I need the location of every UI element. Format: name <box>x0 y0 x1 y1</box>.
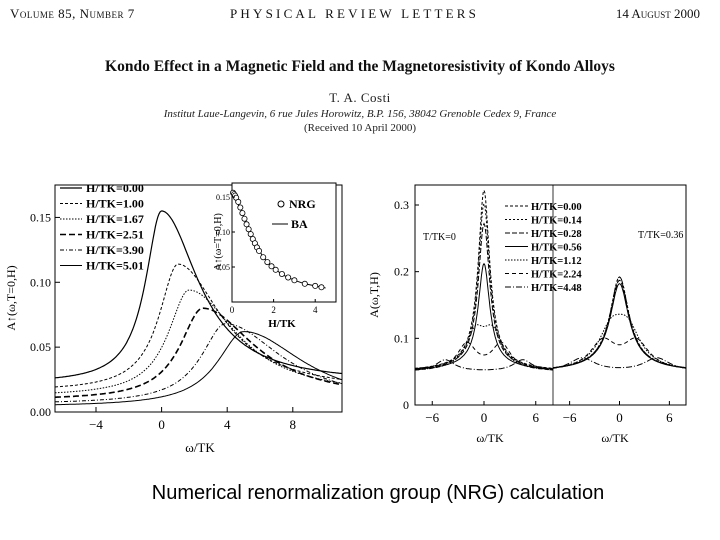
right-curve-cold-5 <box>415 341 553 371</box>
left-legend-label: H/TK=1.67 <box>86 212 144 226</box>
inset-nrg-point <box>278 270 285 277</box>
left-ytick-label: 0.15 <box>30 210 51 224</box>
left-xtick-label: 8 <box>290 417 297 432</box>
right-plot-frame <box>414 184 687 406</box>
left-legend-label: H/TK=3.90 <box>86 243 144 257</box>
left-ytick-label: 0.05 <box>30 340 51 354</box>
left-xlabel: ω/TK <box>185 440 215 455</box>
left-legend-label: H/TK=1.00 <box>86 197 144 211</box>
right-temp-left: T/TK=0 <box>423 232 456 243</box>
right-ylabel: A(ω,T,H) <box>367 272 381 318</box>
left-plot-frame <box>54 184 343 413</box>
inset-ytick-label: 0.15 <box>216 193 230 202</box>
right-legend-label: H/TK=2.24 <box>531 270 582 281</box>
inset-nrg-point <box>318 284 325 291</box>
inset-nrg-point <box>237 204 244 211</box>
journal-volume: Volume 85, Number 7 <box>10 6 135 21</box>
right-curve-warm-3 <box>552 283 687 369</box>
inset-nrg-point <box>264 259 271 266</box>
left-legend-label: H/TK=5.01 <box>86 259 144 273</box>
right-curve-warm-4 <box>552 313 687 369</box>
left-curve-1 <box>54 263 343 388</box>
left-ylabel: A↑(ω,T=0,H) <box>4 265 18 330</box>
inset-nrg-point <box>268 263 275 270</box>
right-curve-cold-2 <box>414 222 554 370</box>
inset-nrg-point <box>239 210 246 217</box>
right-xtick-left: 0 <box>481 410 488 425</box>
inset-nrg-point <box>243 221 250 228</box>
figure-panels: −4 0 4 80.000.050.100.15A↑(ω,T=0,H)ω/TKH/TK… <box>4 181 687 455</box>
inset-nrg-point <box>241 215 248 222</box>
journal-name: PHYSICAL REVIEW LETTERS <box>230 6 480 21</box>
inset-legend-ba: BA <box>291 217 308 231</box>
right-legend-label: H/TK=4.48 <box>531 283 582 294</box>
left-curve-3 <box>55 307 343 398</box>
left-xtick-label: 0 <box>158 417 165 432</box>
right-xtick-right: 0 <box>616 410 623 425</box>
left-curve-2 <box>54 289 343 394</box>
right-ytick-label: 0.2 <box>394 265 409 279</box>
right-temp-right: T/TK=0.36 <box>638 230 683 241</box>
left-curve-5 <box>55 331 343 406</box>
right-ytick-label: 0.1 <box>394 331 409 345</box>
right-legend-label: H/TK=1.12 <box>531 256 582 267</box>
paper-title: Kondo Effect in a Magnetic Field and the… <box>105 58 615 75</box>
paper-author: T. A. Costi <box>329 90 391 105</box>
right-xtick-left: −6 <box>425 410 439 425</box>
inset-xtick-label: 0 <box>230 305 235 315</box>
left-legend-label: H/TK=0.00 <box>86 181 144 195</box>
inset-nrg-point <box>235 198 242 205</box>
inset-ytick-label: 0.10 <box>216 228 230 237</box>
paper-received: (Received 10 April 2000) <box>303 122 417 134</box>
inset-nrg-point <box>260 254 267 261</box>
slide-caption: Numerical renormalization group (NRG) ca… <box>151 482 605 504</box>
left-xtick-label: 4 <box>224 417 231 432</box>
inset-nrg-point <box>301 280 308 287</box>
inset-legend-nrg: NRG <box>289 197 316 211</box>
inset-nrg-point <box>291 277 298 284</box>
right-ytick-label: 0 <box>403 398 409 412</box>
journal-date: 14 August 2000 <box>615 6 700 21</box>
right-ytick-label: 0.3 <box>394 198 409 212</box>
right-xlabel-left: ω/TK <box>476 431 504 445</box>
right-legend-label: H/TK=0.56 <box>531 243 582 254</box>
inset-nrg-point <box>312 282 319 289</box>
left-ytick-label: 0.10 <box>30 275 51 289</box>
left-ytick-label: 0.00 <box>30 405 51 419</box>
inset-nrg-point <box>285 274 292 281</box>
right-curve-warm-6 <box>552 357 687 369</box>
left-legend-label: H/TK=2.51 <box>86 228 144 242</box>
right-xlabel-right: ω/TK <box>601 431 629 445</box>
right-legend-label: H/TK=0.00 <box>531 202 582 213</box>
right-curve-cold-4 <box>415 324 553 371</box>
right-xtick-left: 6 <box>533 410 540 425</box>
inset-nrg-point <box>256 247 263 254</box>
right-legend-label: H/TK=0.28 <box>531 229 582 240</box>
inset-ylabel: A↑(ω=T=0,H) <box>213 213 224 271</box>
inset-xlabel: H/TK <box>268 318 296 330</box>
right-xtick-right: −6 <box>563 410 577 425</box>
right-curve-warm-5 <box>552 337 687 369</box>
inset-nrg-point <box>272 266 279 273</box>
inset-ytick-label: 0.05 <box>216 263 230 272</box>
left-curve-4 <box>55 323 343 403</box>
inset-xtick-label: 4 <box>313 305 318 315</box>
inset-frame <box>231 182 337 303</box>
right-curve-cold-6 <box>414 359 554 371</box>
right-xtick-right: 6 <box>666 410 673 425</box>
inset-nrg-point <box>245 226 252 233</box>
paper-affiliation: Institut Laue-Langevin, 6 rue Jules Horo… <box>163 108 557 120</box>
inset-xtick-label: 2 <box>271 305 276 315</box>
inset-nrg-point <box>247 231 254 238</box>
inset-legend-nrg-marker <box>277 200 285 208</box>
right-legend-label: H/TK=0.14 <box>531 216 582 227</box>
left-xtick-label: −4 <box>89 417 103 432</box>
